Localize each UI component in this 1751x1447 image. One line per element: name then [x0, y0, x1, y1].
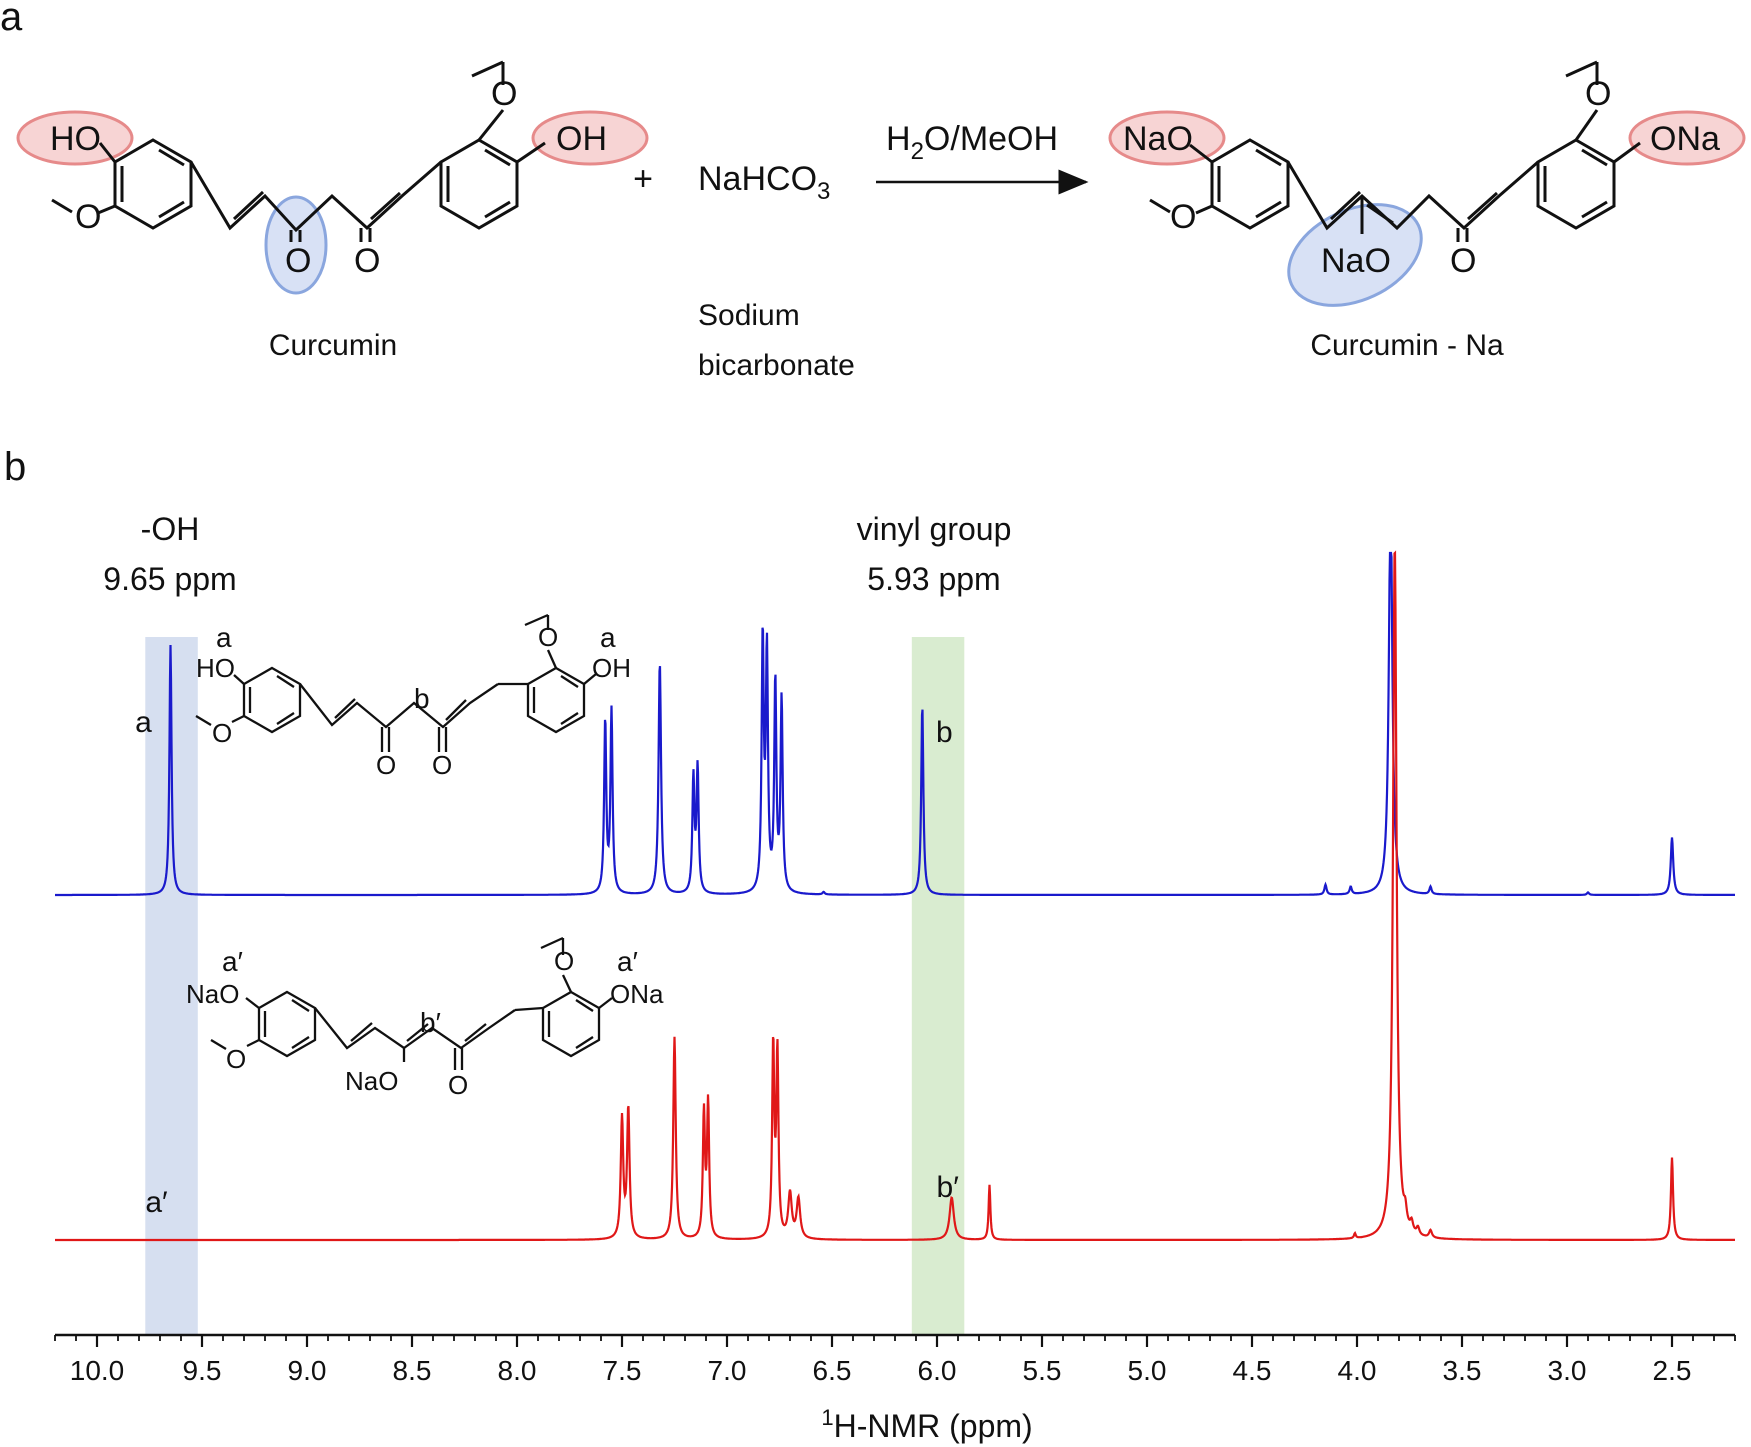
inset-o-keto-na: O [448, 1070, 468, 1100]
inset-curcumin-structure [195, 613, 597, 752]
spectrum-curcumin-na [55, 550, 1735, 1242]
inset-o-left: O [212, 718, 232, 748]
x-tick-label: 6.0 [918, 1355, 957, 1386]
spectrum-curcumin [55, 551, 1735, 897]
x-tick-label: 2.5 [1653, 1355, 1692, 1386]
reactant-name: Curcumin [269, 329, 397, 362]
x-axis: 10.0 9.5 9.0 8.5 8.0 7.5 7.0 6.5 6.0 5.5 5.0 4.5 4.0… [54, 1333, 1736, 1386]
reagent-name-line2: bicarbonate [698, 349, 855, 382]
peak-label-b: b [936, 716, 953, 749]
reagent-name-line1: Sodium [698, 299, 800, 332]
reactant-oh-label: OH [556, 120, 607, 158]
peak-label-b-prime: b′ [937, 1171, 960, 1204]
inset-nao-enolate: NaO [345, 1066, 398, 1096]
product-nao-label: NaO [1123, 120, 1193, 158]
reactant-ome-o-right: O [491, 75, 517, 113]
product-right-ona-ring [1628, 110, 1746, 166]
product-ome-o-right: O [1585, 75, 1611, 113]
inset-oh: OH [592, 653, 631, 683]
inset-nao-left: NaO [186, 979, 239, 1009]
peak-label-a: a [135, 706, 152, 739]
panel-b: b -OH 9.65 ppm vinyl group 5.93 ppm [4, 445, 1736, 1444]
plus-sign: + [633, 160, 653, 198]
inset-o-top-na: O [554, 946, 574, 976]
product-keto-o: O [1450, 242, 1476, 280]
highlight-bands [145, 637, 965, 1335]
x-axis-label: 1H-NMR (ppm) [821, 1405, 1032, 1444]
panel-a: a [0, 0, 1746, 382]
oh-label-line2: 9.65 ppm [103, 561, 236, 597]
x-tick-label: 10.0 [70, 1355, 125, 1386]
product-ona-label: ONa [1650, 120, 1720, 158]
inset-ho: HO [196, 653, 235, 683]
reactant-right-oh-ring [531, 110, 649, 166]
product-enolate-label: NaO [1321, 242, 1391, 280]
x-tick-label: 3.0 [1548, 1355, 1587, 1386]
peak-label-a-prime: a′ [145, 1186, 168, 1219]
curcumin-na-structure [1149, 60, 1641, 242]
x-tick-label: 6.5 [813, 1355, 852, 1386]
reactant-keto-o-right: O [354, 242, 380, 280]
inset-o-left-na: O [226, 1044, 246, 1074]
inset-a-left: a [216, 622, 232, 653]
curcumin-structure [51, 60, 546, 242]
panel-b-label: b [4, 445, 26, 489]
oh-label-line1: -OH [141, 511, 200, 547]
inset-o-keto2: O [432, 750, 452, 780]
reactant-keto-o-left: O [285, 242, 311, 280]
vinyl-label-line1: vinyl group [857, 511, 1012, 547]
inset-ona: ONa [610, 979, 664, 1009]
x-tick-label: 9.5 [183, 1355, 222, 1386]
x-tick-label: 4.5 [1233, 1355, 1272, 1386]
x-tick-label: 7.5 [603, 1355, 642, 1386]
reaction-conditions: H2O/MeOH [886, 120, 1058, 165]
inset-curcumin-na-structure [210, 936, 613, 1070]
reactant-keto-ring [264, 195, 328, 295]
reactant-ome-o-left: O [75, 198, 101, 236]
inset-b-prime: b′ [420, 1007, 441, 1038]
inset-b: b [414, 683, 430, 714]
x-tick-label: 7.0 [708, 1355, 747, 1386]
inset-o-top: O [538, 622, 558, 652]
x-tick-label: 9.0 [288, 1355, 327, 1386]
inset-a-prime-left: a′ [222, 946, 243, 977]
peak-labels: a b a′ b′ [135, 706, 959, 1219]
product-ome-o-left: O [1170, 198, 1196, 236]
x-tick-label: 5.5 [1023, 1355, 1062, 1386]
inset-a-prime-right: a′ [617, 946, 638, 977]
x-tick-label: 8.5 [393, 1355, 432, 1386]
spectra [55, 550, 1735, 1242]
x-tick-label: 4.0 [1338, 1355, 1377, 1386]
reactant-left-oh-ring [16, 110, 134, 166]
inset-a-right: a [600, 622, 616, 653]
panel-a-label: a [0, 0, 23, 39]
vinyl-label-line2: 5.93 ppm [867, 561, 1000, 597]
product-name: Curcumin - Na [1310, 329, 1504, 362]
inset-o-keto1: O [376, 750, 396, 780]
x-tick-label: 5.0 [1128, 1355, 1167, 1386]
reagent-formula: NaHCO3 [698, 160, 830, 205]
reactant-ho-label: HO [50, 120, 101, 158]
x-tick-label: 8.0 [498, 1355, 537, 1386]
x-tick-label: 3.5 [1443, 1355, 1482, 1386]
